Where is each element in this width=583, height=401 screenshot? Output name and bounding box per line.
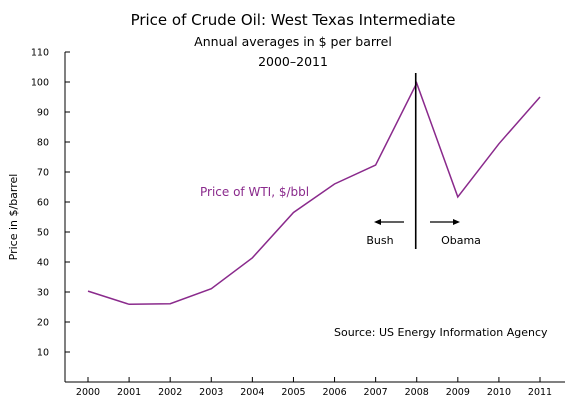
y-tick-label: 10 [37,348,49,359]
chart-subtitle: Annual averages in $ per barrel [194,34,392,49]
x-tick-label: 2006 [322,387,346,398]
x-tick-label: 2002 [158,387,182,398]
y-tick-label: 110 [31,48,49,59]
y-axis-label: Price in $/barrel [7,174,20,261]
x-tick-label: 2003 [199,387,223,398]
source-note: Source: US Energy Information Agency [334,326,548,339]
x-tick-label: 2005 [281,387,305,398]
x-tick-label: 2000 [76,387,100,398]
y-tick-label: 90 [37,108,49,119]
x-tick-label: 2009 [446,387,470,398]
y-tick-label: 60 [37,198,49,209]
y-tick-label: 30 [37,288,49,299]
y-axis-ticks: 10 20 30 40 50 60 70 80 90 100 110 [31,48,70,359]
y-tick-label: 50 [37,228,49,239]
series-label: Price of WTI, $/bbl [200,185,309,199]
y-tick-label: 40 [37,258,49,269]
left-arrow [374,219,404,225]
obama-label: Obama [441,234,481,247]
y-tick-label: 80 [37,138,49,149]
right-arrow [430,219,460,225]
x-axis-ticks: 2000 2001 2002 2003 2004 2005 2006 2007 2008 2009… [76,377,552,398]
y-tick-label: 100 [31,78,49,89]
chart-title: Price of Crude Oil: West Texas Intermedi… [131,11,456,29]
x-tick-label: 2010 [487,387,511,398]
series-line-wti [87,81,541,306]
y-tick-label: 20 [37,318,49,329]
x-tick-label: 2001 [117,387,141,398]
x-tick-label: 2007 [364,387,388,398]
x-tick-label: 2008 [405,387,429,398]
y-tick-label: 70 [37,168,49,179]
bush-label: Bush [366,234,393,247]
x-tick-label: 2004 [240,387,264,398]
x-tick-label: 2011 [528,387,552,398]
chart-period: 2000–2011 [258,54,328,69]
